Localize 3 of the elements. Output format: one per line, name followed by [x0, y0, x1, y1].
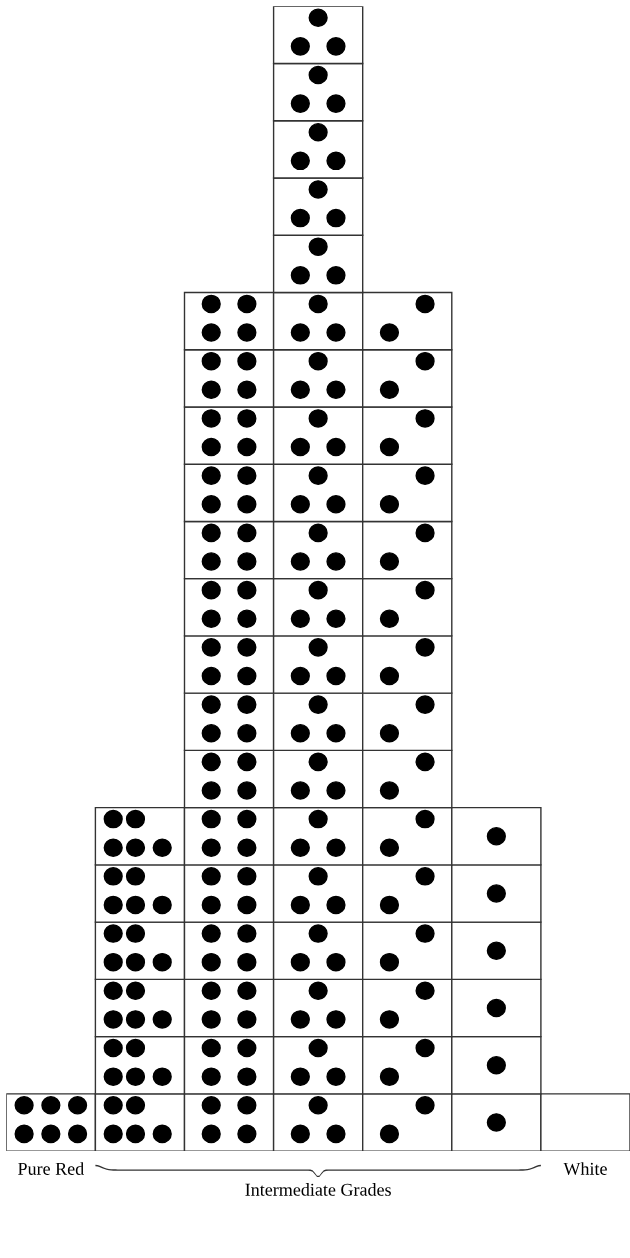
x-tick-label: Pure Red — [18, 1162, 84, 1175]
x-tick-label: White — [563, 1162, 607, 1175]
text: Intermediate Grades — [245, 1183, 391, 1196]
